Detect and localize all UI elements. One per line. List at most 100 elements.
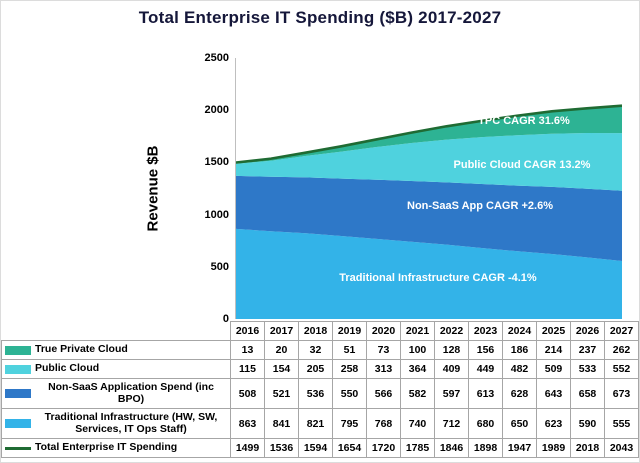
value-cell: 1720 <box>366 438 401 458</box>
value-cell: 2043 <box>604 438 639 458</box>
value-cell: 658 <box>570 378 605 409</box>
value-cell: 237 <box>570 340 605 360</box>
value-cell: 51 <box>332 340 367 360</box>
value-cell: 482 <box>502 359 537 379</box>
year-header: 2026 <box>570 321 605 341</box>
value-cell: 156 <box>468 340 503 360</box>
series-label-cell: Public Cloud <box>1 359 231 379</box>
area-series <box>236 228 622 319</box>
value-cell: 555 <box>604 408 639 439</box>
value-cell: 650 <box>502 408 537 439</box>
legend-key <box>5 419 31 428</box>
value-cell: 1594 <box>298 438 333 458</box>
value-cell: 821 <box>298 408 333 439</box>
plot-area: TPC CAGR 31.6% Public Cloud CAGR 13.2% Non… <box>235 58 622 319</box>
stacked-area-chart <box>236 104 622 319</box>
area-series <box>236 175 622 262</box>
value-cell: 115 <box>230 359 265 379</box>
year-header-row: 2016 2017 2018 2019 2020 2021 2022 2023 2024 2025… <box>1 321 639 341</box>
data-table: 2016 2017 2018 2019 2020 2021 2022 2023 2024 2025… <box>1 321 639 458</box>
value-cell: 1989 <box>536 438 571 458</box>
value-cell: 566 <box>366 378 401 409</box>
value-cell: 205 <box>298 359 333 379</box>
value-cell: 1898 <box>468 438 503 458</box>
table-row: Traditional Infrastructure (HW, SW, Serv… <box>1 408 639 439</box>
value-cell: 1536 <box>264 438 299 458</box>
year-header: 2020 <box>366 321 401 341</box>
value-cell: 1785 <box>400 438 435 458</box>
cagr-annotation: TPC CAGR 31.6% <box>478 115 570 127</box>
value-cell: 768 <box>366 408 401 439</box>
y-tick-label: 2500 <box>204 52 229 64</box>
legend-key <box>5 446 31 450</box>
value-cell: 154 <box>264 359 299 379</box>
value-cell: 552 <box>604 359 639 379</box>
value-cell: 863 <box>230 408 265 439</box>
chart-title: Total Enterprise IT Spending ($B) 2017-2… <box>138 8 502 27</box>
cagr-annotation: Traditional Infrastructure CAGR -4.1% <box>339 272 537 284</box>
table-row: Non-SaaS Application Spend (inc BPO) 508 5… <box>1 378 639 409</box>
value-cell: 100 <box>400 340 435 360</box>
area-series <box>236 105 622 164</box>
value-cell: 643 <box>536 378 571 409</box>
series-label-cell: Total Enterprise IT Spending <box>1 438 231 458</box>
value-cell: 740 <box>400 408 435 439</box>
table-row: Total Enterprise IT Spending 1499 1536 1594… <box>1 438 639 458</box>
value-cell: 550 <box>332 378 367 409</box>
value-cell: 20 <box>264 340 299 360</box>
value-cell: 533 <box>570 359 605 379</box>
total-line-series <box>236 104 622 164</box>
y-tick-label: 1000 <box>204 208 229 221</box>
value-cell: 1499 <box>230 438 265 458</box>
series-label-cell: Non-SaaS Application Spend (inc BPO) <box>1 378 231 409</box>
value-cell: 673 <box>604 378 639 409</box>
y-axis-title: Revenue $B <box>140 58 166 319</box>
year-header: 2021 <box>400 321 435 341</box>
value-cell: 613 <box>468 378 503 409</box>
value-cell: 795 <box>332 408 367 439</box>
value-cell: 258 <box>332 359 367 379</box>
table-corner <box>1 321 231 341</box>
value-cell: 13 <box>230 340 265 360</box>
year-header: 2016 <box>230 321 265 341</box>
y-tick-label: 500 <box>210 260 229 273</box>
y-axis-title-text: Revenue $B <box>144 145 162 232</box>
value-cell: 313 <box>366 359 401 379</box>
value-cell: 1654 <box>332 438 367 458</box>
value-cell: 597 <box>434 378 469 409</box>
year-header: 2022 <box>434 321 469 341</box>
value-cell: 186 <box>502 340 537 360</box>
value-cell: 1846 <box>434 438 469 458</box>
year-header: 2024 <box>502 321 537 341</box>
value-cell: 214 <box>536 340 571 360</box>
series-label: True Private Cloud <box>35 343 128 356</box>
series-label-cell: True Private Cloud <box>1 340 231 360</box>
y-tick-label: 1500 <box>204 156 229 169</box>
cagr-annotation: Public Cloud CAGR 13.2% <box>453 159 591 171</box>
value-cell: 590 <box>570 408 605 439</box>
value-cell: 623 <box>536 408 571 439</box>
value-cell: 582 <box>400 378 435 409</box>
value-cell: 73 <box>366 340 401 360</box>
year-header: 2025 <box>536 321 571 341</box>
year-header: 2019 <box>332 321 367 341</box>
legend-key <box>5 345 31 355</box>
series-label: Total Enterprise IT Spending <box>35 441 178 454</box>
value-cell: 841 <box>264 408 299 439</box>
table-row: Public Cloud 115 154 205 258 313 364 409 449 482 5… <box>1 359 639 379</box>
area-series <box>236 133 622 191</box>
table-row: True Private Cloud 13 20 32 51 73 100 128 156 186… <box>1 340 639 360</box>
value-cell: 2018 <box>570 438 605 458</box>
value-cell: 128 <box>434 340 469 360</box>
year-header: 2018 <box>298 321 333 341</box>
value-cell: 409 <box>434 359 469 379</box>
value-cell: 1947 <box>502 438 537 458</box>
series-label: Traditional Infrastructure (HW, SW, Serv… <box>44 410 218 435</box>
value-cell: 509 <box>536 359 571 379</box>
value-cell: 712 <box>434 408 469 439</box>
value-cell: 364 <box>400 359 435 379</box>
value-cell: 536 <box>298 378 333 409</box>
value-cell: 521 <box>264 378 299 409</box>
value-cell: 449 <box>468 359 503 379</box>
